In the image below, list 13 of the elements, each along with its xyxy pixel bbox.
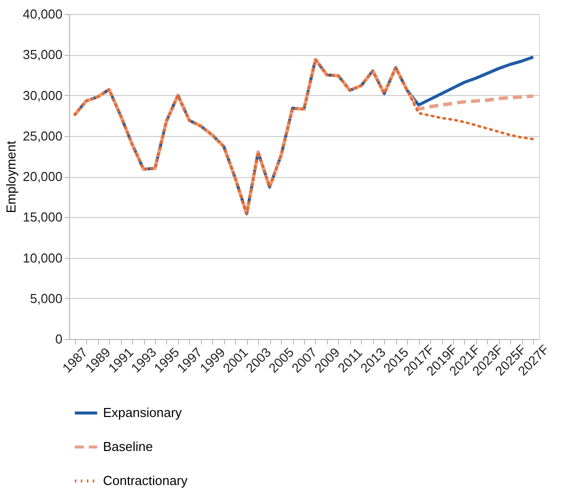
y-tick-label: 25,000: [22, 128, 62, 144]
y-tick-label: 10,000: [22, 250, 62, 266]
y-tick-label: 35,000: [22, 47, 62, 62]
y-tick-label: 5,000: [30, 290, 62, 306]
legend-label: Baseline: [103, 439, 153, 454]
legend-label: Contractionary: [103, 473, 188, 488]
legend-label: Expansionary: [103, 405, 182, 420]
y-tick-label: 15,000: [22, 210, 62, 225]
y-axis-title: Employment: [4, 140, 19, 214]
y-tick-label: 40,000: [22, 6, 62, 22]
y-tick-label: 30,000: [22, 88, 62, 103]
y-tick-label: 20,000: [22, 169, 62, 184]
y-tick-label: 0: [55, 332, 62, 346]
